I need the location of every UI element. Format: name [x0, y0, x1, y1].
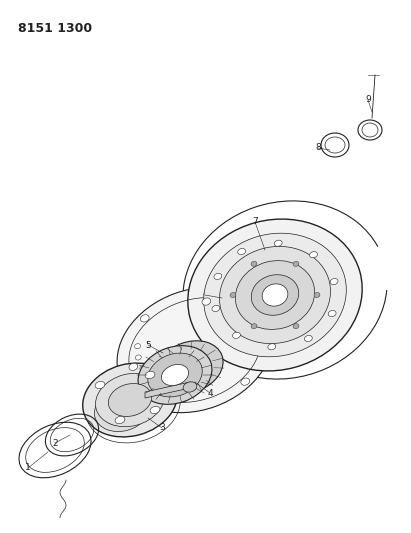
Text: 2: 2 — [52, 439, 58, 448]
Ellipse shape — [179, 395, 188, 402]
Ellipse shape — [135, 355, 141, 360]
Ellipse shape — [145, 372, 155, 378]
Ellipse shape — [251, 324, 257, 329]
Text: 5: 5 — [145, 341, 151, 350]
Ellipse shape — [230, 293, 236, 297]
Ellipse shape — [251, 274, 299, 316]
Ellipse shape — [293, 324, 299, 329]
Ellipse shape — [183, 382, 197, 392]
Ellipse shape — [262, 284, 288, 306]
Text: 6: 6 — [202, 290, 208, 300]
Ellipse shape — [214, 273, 222, 279]
Ellipse shape — [204, 233, 346, 357]
Ellipse shape — [129, 363, 138, 370]
Ellipse shape — [138, 346, 212, 405]
Ellipse shape — [148, 375, 154, 381]
Ellipse shape — [305, 335, 312, 342]
Text: 1: 1 — [25, 464, 31, 472]
Ellipse shape — [330, 279, 338, 285]
Ellipse shape — [328, 311, 336, 317]
Ellipse shape — [293, 261, 299, 266]
Ellipse shape — [212, 305, 220, 311]
Text: 9: 9 — [365, 95, 371, 104]
Ellipse shape — [140, 366, 146, 371]
Ellipse shape — [109, 384, 152, 416]
Ellipse shape — [148, 353, 202, 397]
Ellipse shape — [309, 252, 317, 258]
Ellipse shape — [95, 373, 164, 427]
Ellipse shape — [274, 240, 282, 246]
Ellipse shape — [83, 363, 177, 437]
Ellipse shape — [162, 365, 189, 385]
Ellipse shape — [188, 219, 362, 371]
Polygon shape — [145, 382, 195, 398]
Ellipse shape — [202, 298, 211, 305]
Text: 8151 1300: 8151 1300 — [18, 22, 92, 35]
Ellipse shape — [115, 416, 125, 424]
Ellipse shape — [219, 246, 330, 344]
Ellipse shape — [150, 406, 160, 414]
Text: 4: 4 — [207, 389, 213, 398]
Ellipse shape — [268, 344, 276, 350]
Ellipse shape — [252, 329, 261, 337]
Ellipse shape — [135, 344, 141, 349]
Text: 8: 8 — [315, 143, 321, 152]
Ellipse shape — [95, 389, 150, 432]
Ellipse shape — [314, 293, 320, 297]
Ellipse shape — [117, 287, 273, 413]
Ellipse shape — [110, 401, 134, 419]
Text: 7: 7 — [252, 217, 258, 227]
Ellipse shape — [251, 261, 257, 266]
Ellipse shape — [238, 248, 246, 255]
Ellipse shape — [140, 315, 149, 322]
Ellipse shape — [236, 261, 315, 329]
Ellipse shape — [241, 378, 249, 385]
Ellipse shape — [95, 382, 105, 389]
Ellipse shape — [102, 394, 142, 425]
Ellipse shape — [157, 341, 223, 393]
Ellipse shape — [233, 332, 240, 338]
Text: 3: 3 — [159, 424, 165, 432]
